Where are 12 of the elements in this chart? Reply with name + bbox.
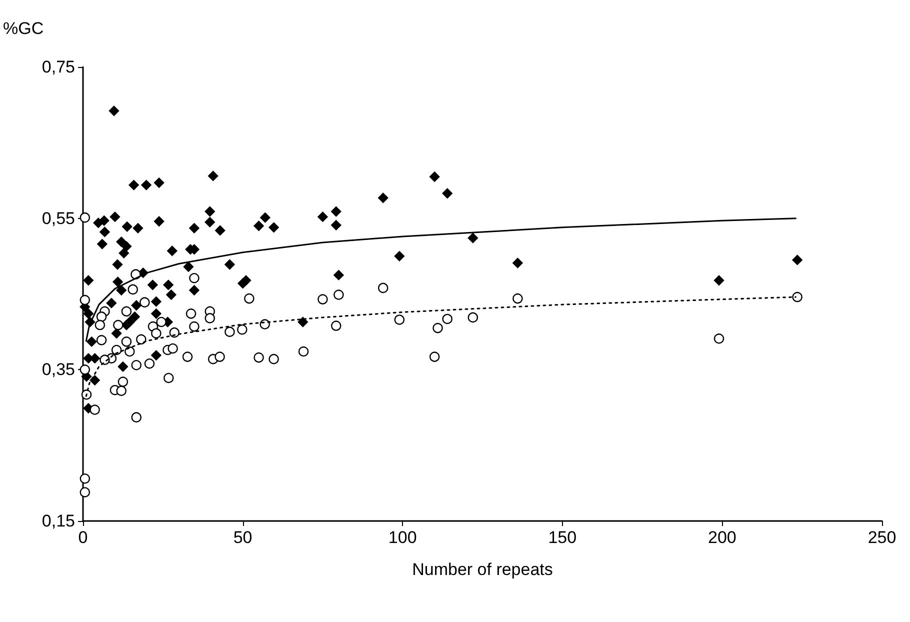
x-tick-label: 100: [388, 528, 417, 547]
y-axis-title: %GC: [3, 19, 44, 38]
x-tick-label: 200: [708, 528, 736, 547]
y-tick-label: 0,35: [42, 360, 75, 380]
x-axis-title: Number of repeats: [412, 560, 553, 579]
x-tick-label: 50: [233, 528, 252, 547]
x-tick-label: 0: [78, 528, 88, 547]
y-tick-label: 0,15: [42, 512, 75, 530]
y-tick-label: 0,55: [42, 208, 75, 228]
x-tick-label: 150: [548, 528, 577, 547]
y-tick-label: 0,75: [42, 58, 75, 76]
x-tick-label: 250: [868, 528, 896, 547]
